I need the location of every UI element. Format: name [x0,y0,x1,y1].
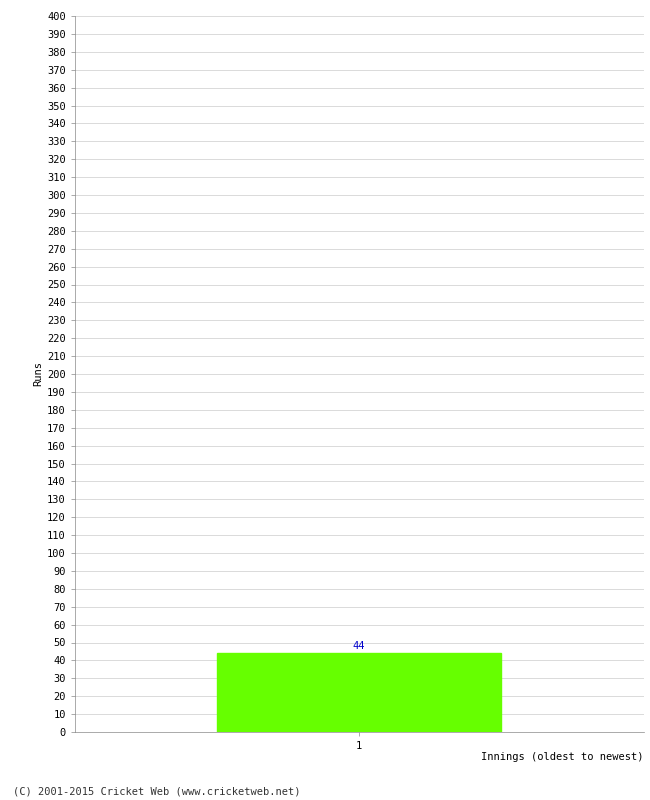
Bar [217,654,501,732]
Text: 44: 44 [353,641,365,650]
Text: Innings (oldest to newest): Innings (oldest to newest) [481,752,644,762]
Text: (C) 2001-2015 Cricket Web (www.cricketweb.net): (C) 2001-2015 Cricket Web (www.cricketwe… [13,786,300,796]
Y-axis label: Runs: Runs [32,362,43,386]
